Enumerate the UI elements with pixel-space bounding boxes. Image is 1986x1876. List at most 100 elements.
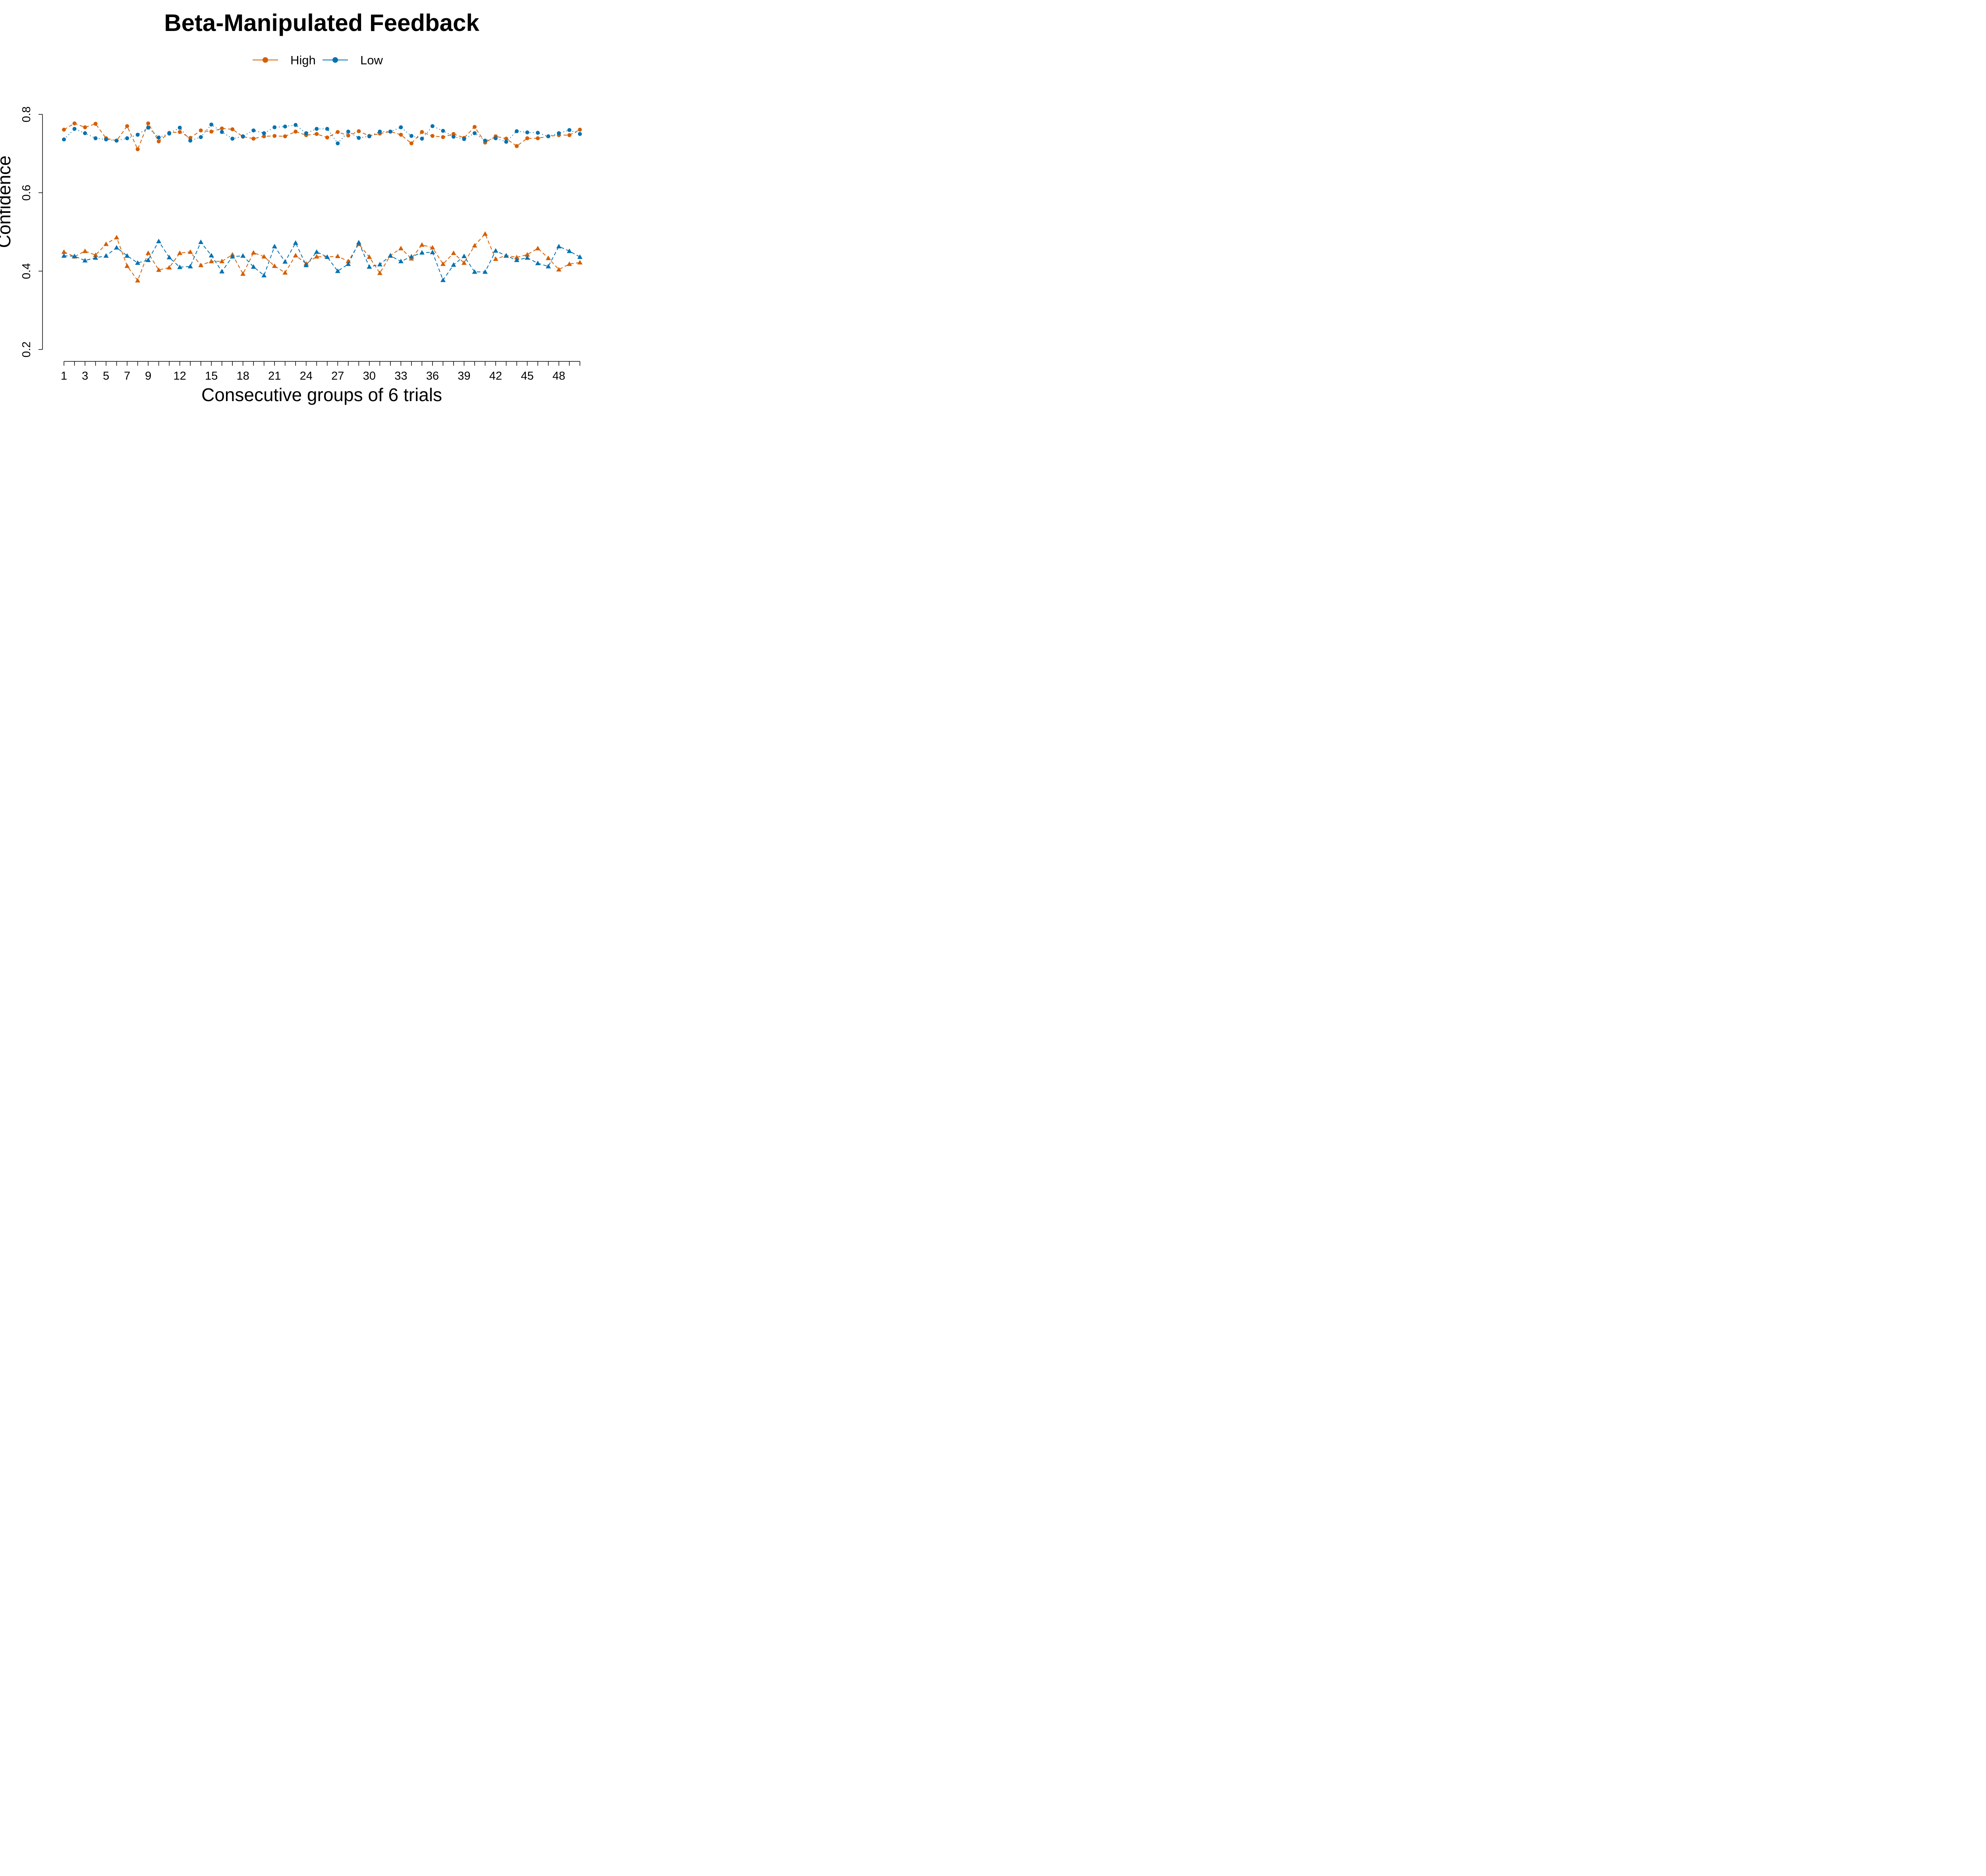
data-point: [535, 245, 541, 251]
data-point: [493, 136, 498, 141]
data-point: [566, 248, 572, 253]
legend-entry-low: Low: [323, 53, 383, 67]
data-point: [283, 124, 287, 129]
data-point: [556, 244, 562, 249]
data-point: [198, 239, 204, 244]
x-tick-label: 15: [205, 370, 218, 382]
data-point: [177, 250, 183, 255]
data-point: [482, 231, 488, 236]
data-point: [409, 134, 413, 138]
data-point: [525, 130, 529, 135]
data-point: [357, 129, 361, 133]
data-point: [83, 125, 87, 129]
data-point: [430, 249, 435, 255]
data-point: [178, 130, 182, 134]
data-point: [567, 128, 572, 132]
data-point: [199, 128, 203, 133]
data-point: [336, 141, 340, 146]
data-point: [72, 121, 77, 125]
data-point: [240, 271, 246, 276]
data-point: [156, 267, 162, 272]
data-point: [166, 255, 172, 260]
x-tick-label: 12: [173, 370, 186, 382]
x-axis-label: Consecutive groups of 6 trials: [201, 384, 442, 405]
data-point: [114, 245, 120, 250]
data-point: [114, 235, 120, 239]
data-point: [315, 127, 319, 131]
x-tick-label: 1: [61, 370, 67, 382]
data-point: [230, 127, 235, 131]
data-point: [346, 133, 350, 138]
data-point: [188, 139, 193, 143]
series-low-upper: [62, 122, 582, 146]
data-point: [240, 253, 246, 258]
data-point: [199, 135, 203, 139]
legend: High Low: [253, 53, 383, 67]
data-point: [62, 127, 66, 132]
data-point: [251, 128, 256, 133]
x-tick-label: 42: [489, 370, 502, 382]
data-point: [346, 129, 350, 134]
data-point: [282, 259, 288, 264]
data-point: [524, 252, 530, 257]
data-point: [178, 125, 182, 130]
data-point: [93, 136, 98, 141]
data-point: [187, 264, 193, 268]
data-point: [462, 137, 466, 141]
y-tick-label: 0.6: [20, 185, 33, 201]
chart: Beta-Manipulated Feedback High Low 0.2 0.4…: [0, 0, 616, 411]
data-point: [367, 264, 372, 269]
data-point: [451, 262, 456, 267]
data-point: [325, 127, 329, 131]
legend-marker: [332, 57, 338, 63]
x-tick-label: 36: [426, 370, 439, 382]
data-point: [114, 139, 119, 143]
data-point: [483, 139, 487, 143]
data-point: [103, 253, 109, 258]
x-axis: 1 3 5 7 9 12 15 18 21 24 27 30 33 36 39 42 45 48: [61, 361, 580, 382]
data-point: [441, 135, 445, 139]
data-point: [135, 133, 140, 137]
x-tick-label: 45: [521, 370, 533, 382]
y-tick-label: 0.8: [20, 106, 33, 122]
y-axis-label: Confidence: [0, 156, 14, 248]
chart-title: Beta-Manipulated Feedback: [164, 10, 479, 36]
data-point: [409, 254, 414, 259]
data-point: [388, 253, 393, 258]
x-tick-label: 9: [145, 370, 151, 382]
data-point: [125, 136, 129, 141]
data-point: [577, 254, 583, 259]
data-point: [220, 130, 224, 134]
data-point: [294, 123, 298, 127]
data-point: [314, 254, 319, 259]
data-point: [388, 129, 392, 134]
data-point: [294, 129, 298, 134]
data-point: [399, 125, 403, 129]
data-point: [209, 259, 214, 263]
series-high-upper: [62, 121, 582, 151]
x-tick-label: 27: [331, 370, 344, 382]
data-point: [451, 132, 456, 136]
data-point: [377, 270, 383, 275]
data-point: [251, 137, 256, 141]
data-point: [261, 273, 267, 278]
data-point: [124, 263, 130, 268]
data-point: [398, 259, 404, 263]
data-point: [198, 262, 204, 267]
data-point: [336, 130, 340, 134]
data-point: [219, 259, 225, 263]
data-point: [545, 264, 551, 268]
data-point: [262, 134, 266, 139]
data-point: [399, 133, 403, 137]
data-point: [367, 254, 372, 259]
data-point: [472, 269, 477, 274]
data-point: [451, 250, 456, 255]
data-point: [335, 268, 340, 273]
series-line: [64, 233, 580, 282]
y-tick-label: 0.2: [20, 342, 33, 357]
data-point: [146, 121, 151, 125]
data-point: [261, 254, 267, 259]
data-point: [135, 260, 141, 265]
data-point: [419, 250, 425, 255]
data-point: [272, 125, 277, 129]
